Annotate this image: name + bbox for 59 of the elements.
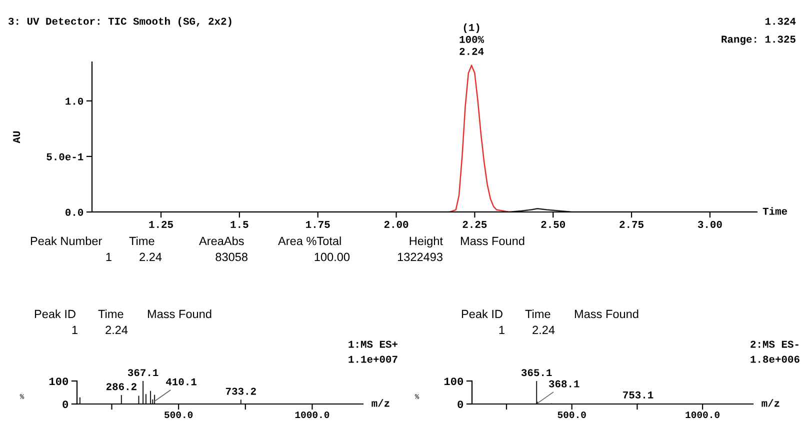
text: 2.24: [140, 252, 162, 262]
y-tick-label: 0: [62, 400, 68, 408]
annotation: 367.1: [128, 369, 158, 376]
text: 1: [499, 326, 504, 334]
y-tick-label: 1.0: [66, 98, 84, 105]
text: 2.24: [532, 326, 555, 334]
x-axis-title: Time: [762, 207, 788, 215]
x-tick-label: 500.0: [164, 411, 193, 418]
y-tick-label: 0: [458, 400, 464, 408]
text: 83058: [216, 252, 248, 262]
y-tick-label: 0.0: [66, 208, 84, 216]
text: Height: [410, 236, 443, 248]
text: Time: [98, 309, 124, 318]
x-tick-label: 1000.0: [686, 411, 720, 418]
x-tick-label: 1.5: [230, 221, 248, 228]
text: Range: 1.325: [722, 36, 796, 45]
text: 2.24: [106, 326, 128, 334]
text: Mass Found: [460, 236, 524, 246]
chart-subtitle: 1.1e+007: [348, 356, 398, 363]
x-tick-label: 1.25: [149, 220, 173, 228]
annotation: (1) 100% 2.24: [460, 23, 484, 55]
x-tick-label: 2.00: [384, 220, 408, 228]
x-axis-title: m/z: [372, 399, 390, 407]
text: Peak ID: [34, 309, 76, 318]
annotation: 368.1: [548, 380, 580, 388]
x-tick-label: 1000.0: [295, 411, 330, 418]
text: Mass Found: [574, 309, 638, 318]
x-axis-title: m/z: [762, 399, 780, 407]
text: 1322493: [398, 252, 442, 262]
text: 2:MS ES-: [750, 340, 798, 348]
x-tick-label: 3.00: [698, 220, 722, 228]
annotation: 410.1: [166, 378, 196, 386]
x-tick-label: 2.25: [462, 220, 487, 228]
chart-title: 3: UV Detector: TIC Smooth (SG, 2x2): [8, 17, 232, 27]
text: 1.324: [765, 18, 796, 25]
text: Peak Number: [30, 236, 102, 246]
y-axis-title: AU: [13, 131, 20, 144]
annotation: 733.2: [226, 388, 256, 395]
text: Area %Total: [278, 236, 341, 246]
text: Mass Found: [148, 309, 212, 318]
y-tick-label: 5.0e-1: [46, 153, 84, 160]
text: 1: [72, 326, 78, 334]
text: 1.8e+006: [750, 356, 800, 363]
x-tick-label: 2.50: [541, 220, 566, 228]
text: Peak ID: [462, 309, 502, 318]
chart-title: 1:MS ES+: [348, 340, 398, 348]
x-tick-label: 2.75: [620, 220, 644, 228]
annotation: 753.1: [623, 391, 654, 398]
x-tick-label: 500.0: [558, 411, 586, 418]
y-tick-label: 100: [49, 378, 68, 386]
x-tick-label: 1.75: [306, 221, 330, 228]
text: 1: [106, 252, 112, 262]
annotation: 286.2: [106, 383, 136, 390]
text: AreaAbs: [199, 236, 244, 246]
text: Time: [525, 309, 550, 318]
text: 100.00: [314, 252, 350, 262]
text: Time: [129, 236, 154, 246]
annotation: 365.1: [521, 369, 552, 376]
y-tick-label: 100: [444, 378, 464, 386]
